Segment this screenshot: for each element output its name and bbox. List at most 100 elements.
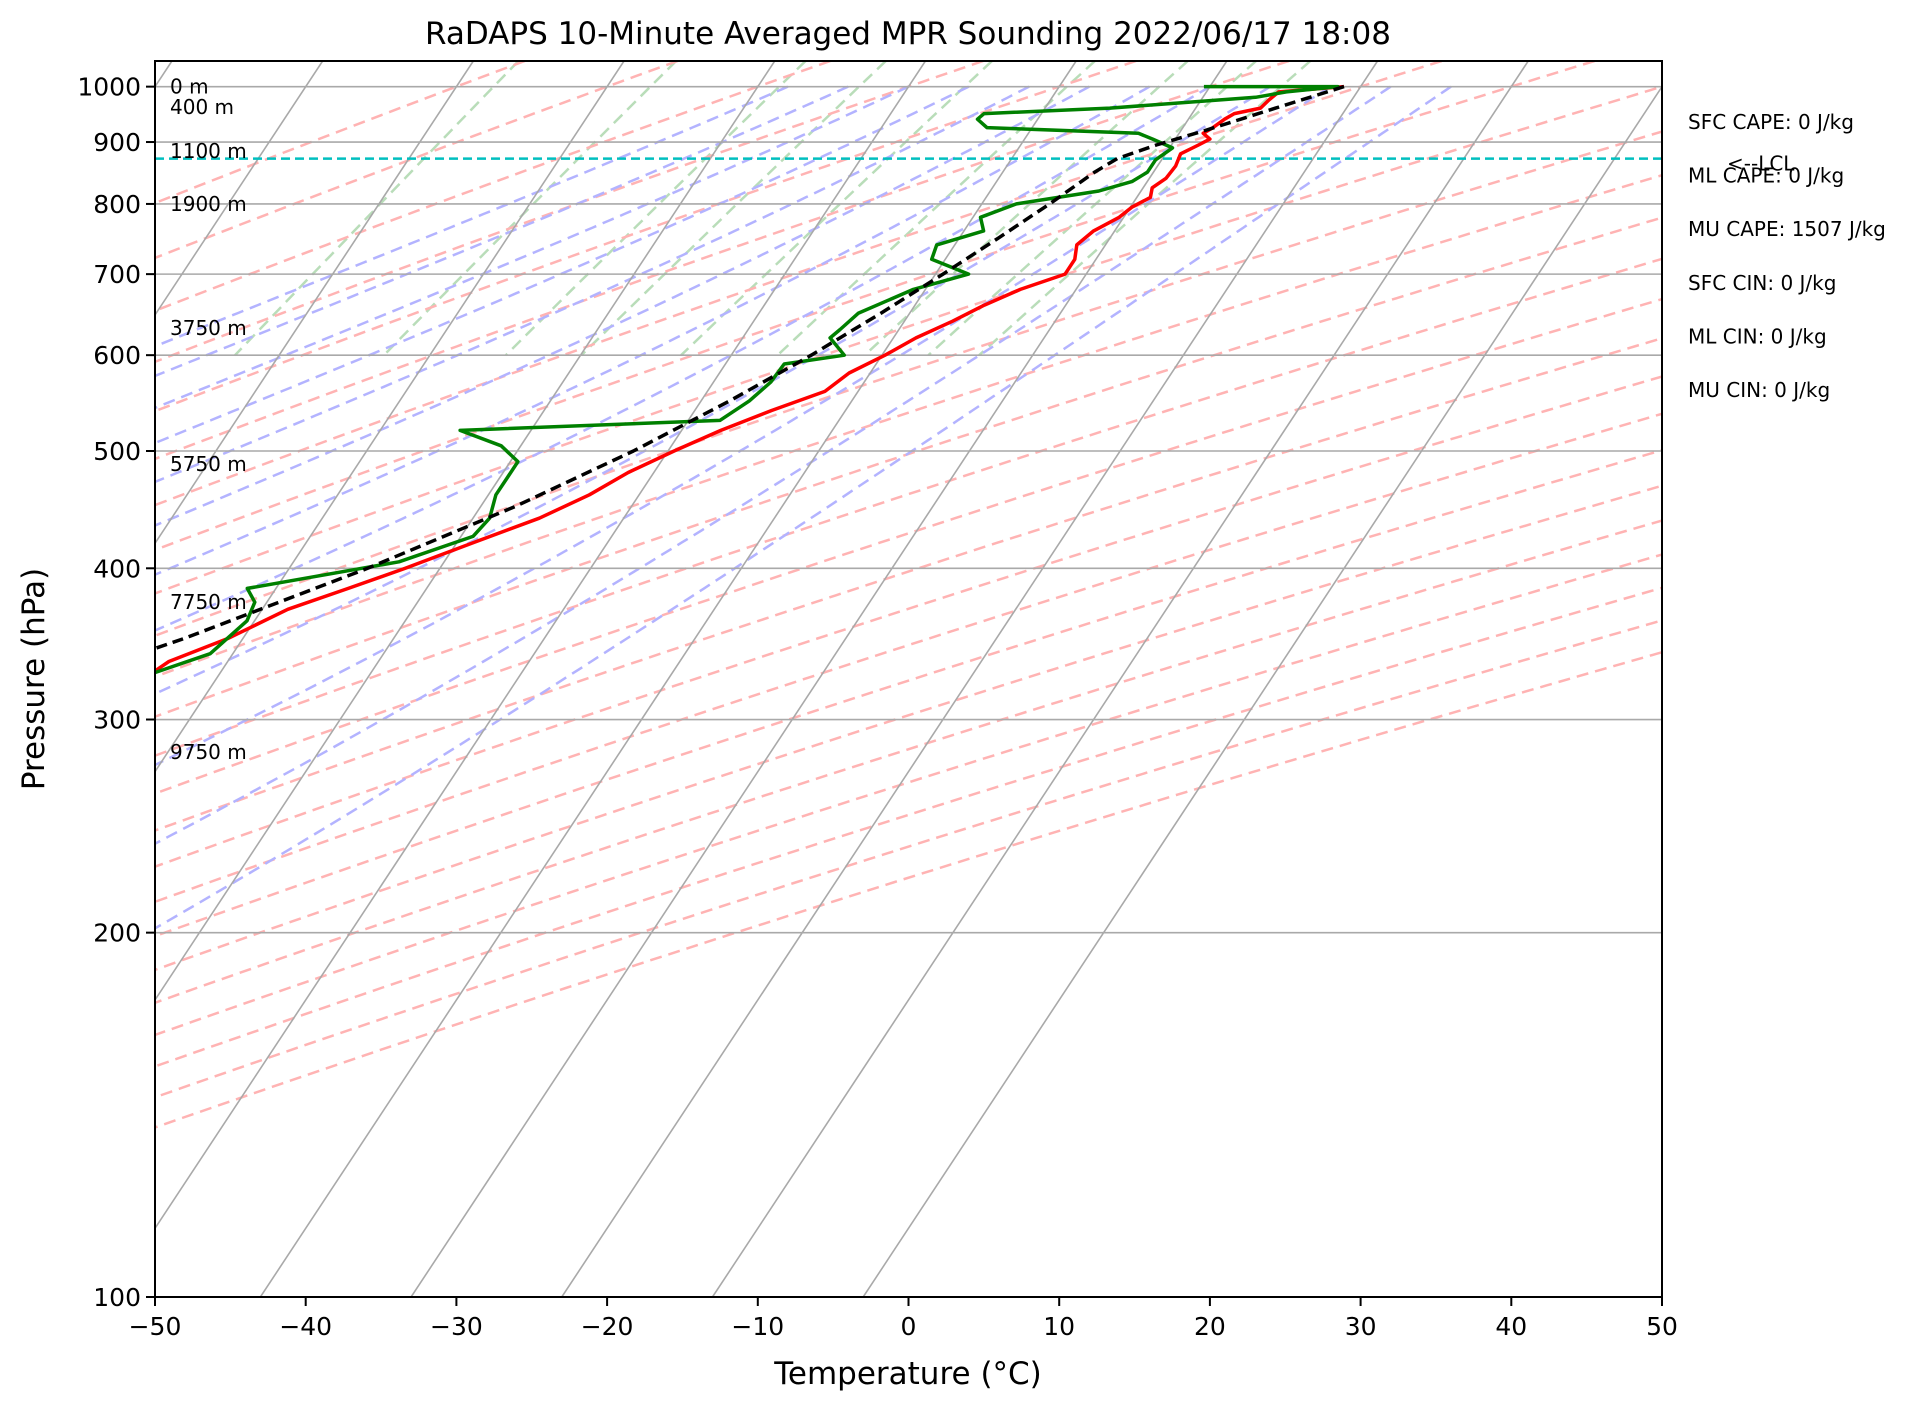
moist-adiabat	[155, 85, 1030, 484]
reference-lines	[155, 61, 1662, 1297]
x-tick-label: −10	[731, 1312, 784, 1341]
y-tick-label: 300	[93, 706, 141, 735]
plot-frame	[154, 60, 1663, 1298]
height-label: 400 m	[170, 95, 234, 119]
mixing-ratio-line	[383, 61, 677, 357]
dry-adiabat	[155, 650, 1662, 1129]
x-tick-label: 20	[1194, 1312, 1226, 1341]
isotherm	[155, 61, 776, 1002]
y-tick-label: 1000	[77, 73, 141, 102]
x-tick-label: −40	[279, 1312, 332, 1341]
moist-adiabat	[155, 85, 910, 410]
annotation-text: ML CIN: 0 J/kg	[1688, 324, 1827, 348]
dry-adiabat	[155, 61, 1290, 461]
y-tick-label: 800	[93, 190, 141, 219]
dry-adiabat	[155, 484, 1662, 972]
dry-adiabat	[155, 619, 1662, 1099]
moist-adiabat	[155, 85, 1211, 632]
x-tick-label: 40	[1495, 1312, 1527, 1341]
annotation-text: SFC CAPE: 0 J/kg	[1688, 110, 1854, 134]
x-axis-label: Temperature (°C)	[773, 1356, 1042, 1392]
dry-adiabat	[155, 375, 1662, 868]
y-tick-label: 900	[93, 128, 141, 157]
annotation-text: SFC CIN: 0 J/kg	[1688, 271, 1836, 295]
moist-adiabat	[155, 85, 1392, 846]
chart-title: RaDAPS 10-Minute Averaged MPR Sounding 2…	[425, 16, 1391, 52]
x-tick-label: 30	[1345, 1312, 1377, 1341]
y-tick-label: 700	[93, 260, 141, 289]
y-tick-label: 500	[93, 437, 141, 466]
x-tick-label: −20	[581, 1312, 634, 1341]
y-tick-label: 600	[93, 341, 141, 370]
isotherm	[862, 85, 1662, 1297]
y-tick-label: 400	[93, 554, 141, 583]
annotation-text: ML CAPE: 0 J/kg	[1688, 164, 1844, 188]
mixing-ratio-line	[978, 61, 1312, 357]
moist-adiabat	[155, 85, 849, 378]
y-tick-label: 200	[93, 919, 141, 948]
moist-adiabat	[155, 85, 970, 445]
x-axis: −50 −40 −30 −20 −10 0 10 20 30 40 50	[129, 1297, 1678, 1341]
lcl-label: <--LCL	[1727, 152, 1795, 176]
x-tick-label: 10	[1043, 1312, 1075, 1341]
moist-adiabat	[155, 85, 1452, 930]
dry-adiabat	[155, 586, 1662, 1068]
height-label: 1900 m	[170, 192, 247, 216]
isotherm	[561, 61, 1379, 1297]
annotation-text: MU CAPE: 1507 J/kg	[1688, 217, 1886, 241]
x-tick-label: −50	[129, 1312, 182, 1341]
dry-adiabat	[155, 412, 1662, 904]
x-tick-label: −30	[430, 1312, 483, 1341]
mixing-ratio-line	[776, 61, 1096, 357]
isotherm	[259, 61, 1077, 1297]
isotherm	[155, 61, 927, 1230]
height-label: 0 m	[170, 75, 209, 99]
dry-adiabat	[155, 130, 1662, 638]
isotherm	[155, 61, 474, 545]
moist-adiabat	[155, 85, 1271, 696]
mixing-ratio-line	[234, 61, 520, 357]
height-label: 1100 m	[170, 139, 247, 163]
y-axis-label: Pressure (hPa)	[16, 568, 52, 790]
moist-adiabat	[155, 85, 1332, 767]
x-tick-label: 50	[1646, 1312, 1678, 1341]
dry-adiabat	[155, 173, 1662, 679]
mixing-ratio-line	[580, 61, 887, 357]
dry-adiabat	[155, 216, 1662, 719]
height-label: 3750 m	[170, 316, 247, 340]
height-label: 5750 m	[170, 452, 247, 476]
dewpoint-profile	[155, 84, 1340, 675]
mixing-ratio-line	[505, 61, 807, 357]
dry-adiabat	[155, 336, 1662, 832]
dry-adiabat	[155, 61, 831, 313]
y-axis: 100 200 300 400 500 600 700 800 900 1000	[77, 73, 155, 1312]
height-label: 9750 m	[170, 740, 247, 764]
parameter-annotations: SFC CAPE: 0 J/kg ML CAPE: 0 J/kg MU CAPE: …	[1688, 110, 1886, 402]
moist-adiabat	[155, 85, 789, 348]
mixing-ratio-line	[680, 61, 993, 357]
parcel-path	[155, 84, 1345, 651]
annotation-text: MU CIN: 0 J/kg	[1688, 378, 1830, 402]
temperature-profile	[155, 84, 1345, 674]
height-label: 7750 m	[170, 590, 247, 614]
dry-adiabat	[155, 297, 1662, 795]
dry-adiabat	[155, 61, 1595, 552]
dry-adiabat	[155, 85, 1662, 595]
dry-adiabat	[155, 448, 1662, 938]
isotherm	[155, 61, 324, 317]
isotherm	[155, 61, 625, 774]
dry-adiabat	[155, 61, 679, 260]
dry-adiabat	[155, 61, 526, 205]
mixing-ratio-line	[863, 61, 1189, 357]
sounding-profiles	[155, 84, 1345, 675]
x-tick-label: 0	[901, 1312, 917, 1341]
dry-adiabat	[155, 257, 1662, 757]
isotherm	[410, 61, 1228, 1297]
dry-adiabat	[155, 61, 1137, 413]
dry-adiabat	[155, 553, 1662, 1037]
moist-adiabat	[155, 85, 1151, 577]
isotherm	[711, 61, 1529, 1297]
y-tick-label: 100	[93, 1283, 141, 1312]
